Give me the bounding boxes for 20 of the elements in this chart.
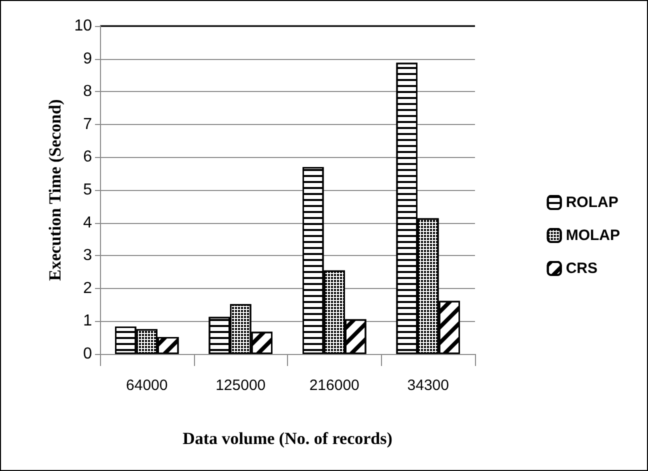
y-axis-title: Execution Time (Second) [45, 99, 64, 281]
legend-label: CRS [566, 260, 598, 277]
legend-label: ROLAP [566, 194, 618, 211]
x-axis-title: Data volume (No. of records) [182, 429, 392, 448]
y-tick-label: 7 [83, 116, 92, 133]
y-tick-label: 3 [83, 247, 92, 264]
y-tick-label: 0 [83, 346, 92, 362]
y-tick-label: 5 [83, 182, 92, 198]
x-tick-label: 125000 [216, 377, 266, 394]
x-tick-label: 34300 [407, 377, 449, 394]
y-tick-label: 9 [83, 50, 92, 68]
y-tick-label: 8 [83, 83, 92, 100]
y-tick-label: 2 [83, 280, 92, 297]
y-tick-label: 1 [83, 312, 92, 330]
legend-label: MOLAP [566, 227, 620, 244]
y-tick-label: 10 [74, 18, 92, 34]
x-tick-label: 216000 [309, 377, 360, 394]
x-tick-label: 64000 [126, 377, 168, 394]
y-tick-label: 6 [83, 148, 92, 166]
y-tick-label: 4 [83, 214, 92, 232]
